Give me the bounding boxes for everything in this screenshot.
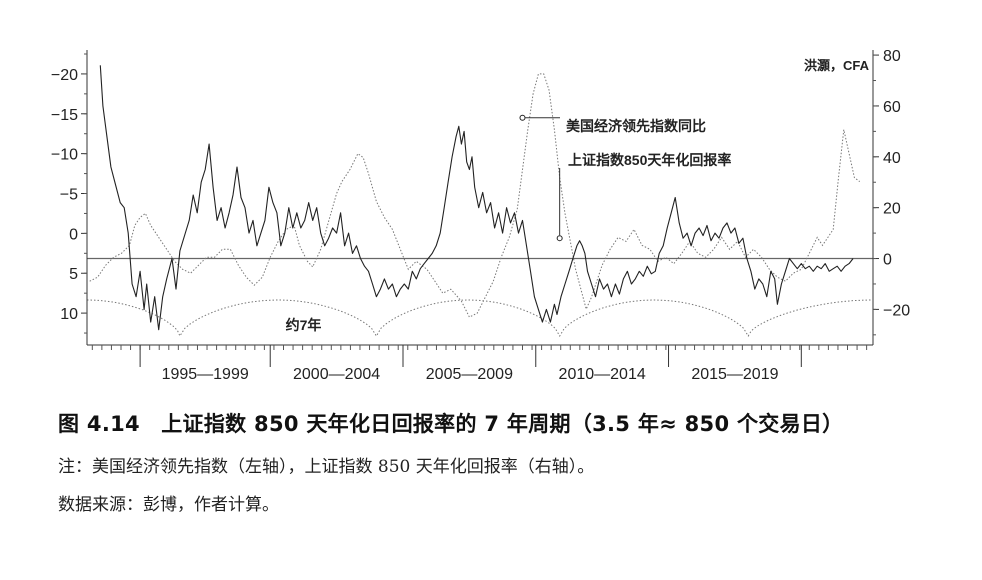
right-tick-label: 0 [883,252,892,269]
figure-caption: 图 4.14 上证指数 850 天年化日回报率的 7 年周期（3.5 年≈ 85… [58,412,844,436]
right-tick-label: −20 [883,302,910,319]
lei-yoy-line [89,73,861,318]
author-credit: 洪灝，CFA [804,58,870,73]
left-tick-label: −10 [51,147,78,164]
left-tick-label: −20 [51,67,78,84]
annotation-marker [556,235,563,242]
period-label: 2000—2004 [293,366,380,383]
chart-labels: −20 −15 −10 −5 0 5 10 80 60 40 20 0 −20 1995—1999 2000… [51,48,910,383]
left-tick-label: −15 [51,107,78,124]
right-tick-label: 40 [883,150,901,167]
right-tick-label: 60 [883,99,901,116]
left-tick-label: −5 [60,187,78,204]
cycle-label: 约7年 [286,317,322,333]
cycle-arcs [87,299,873,338]
axis-ticks [81,53,879,367]
period-label: 2005—2009 [426,366,513,383]
annotation-sse: 上证指数850天年化回报率 [568,152,731,168]
period-label: 2010—2014 [559,366,646,383]
period-label: 2015—2019 [691,366,778,383]
right-tick-label: 20 [883,201,901,218]
cycle-arc-path [87,299,873,338]
left-tick-label: 10 [60,306,78,323]
left-tick-label: 0 [69,226,78,243]
right-tick-label: 80 [883,48,901,65]
figure-source: 数据来源：彭博，作者计算。 [58,495,279,515]
figure-note: 注：美国经济领先指数（左轴），上证指数 850 天年化回报率（右轴）。 [58,457,595,477]
sse-return-line [99,65,854,331]
annotation-lei: 美国经济领先指数同比 [566,118,706,134]
period-label: 1995—1999 [162,366,249,383]
chart: −20 −15 −10 −5 0 5 10 80 60 40 20 0 −20 1995—1999 2000… [51,48,910,383]
annotation-marker [519,114,526,121]
series-sse-850d-return [99,65,854,331]
left-tick-label: 5 [69,266,78,283]
series-lei-yoy [89,73,861,318]
